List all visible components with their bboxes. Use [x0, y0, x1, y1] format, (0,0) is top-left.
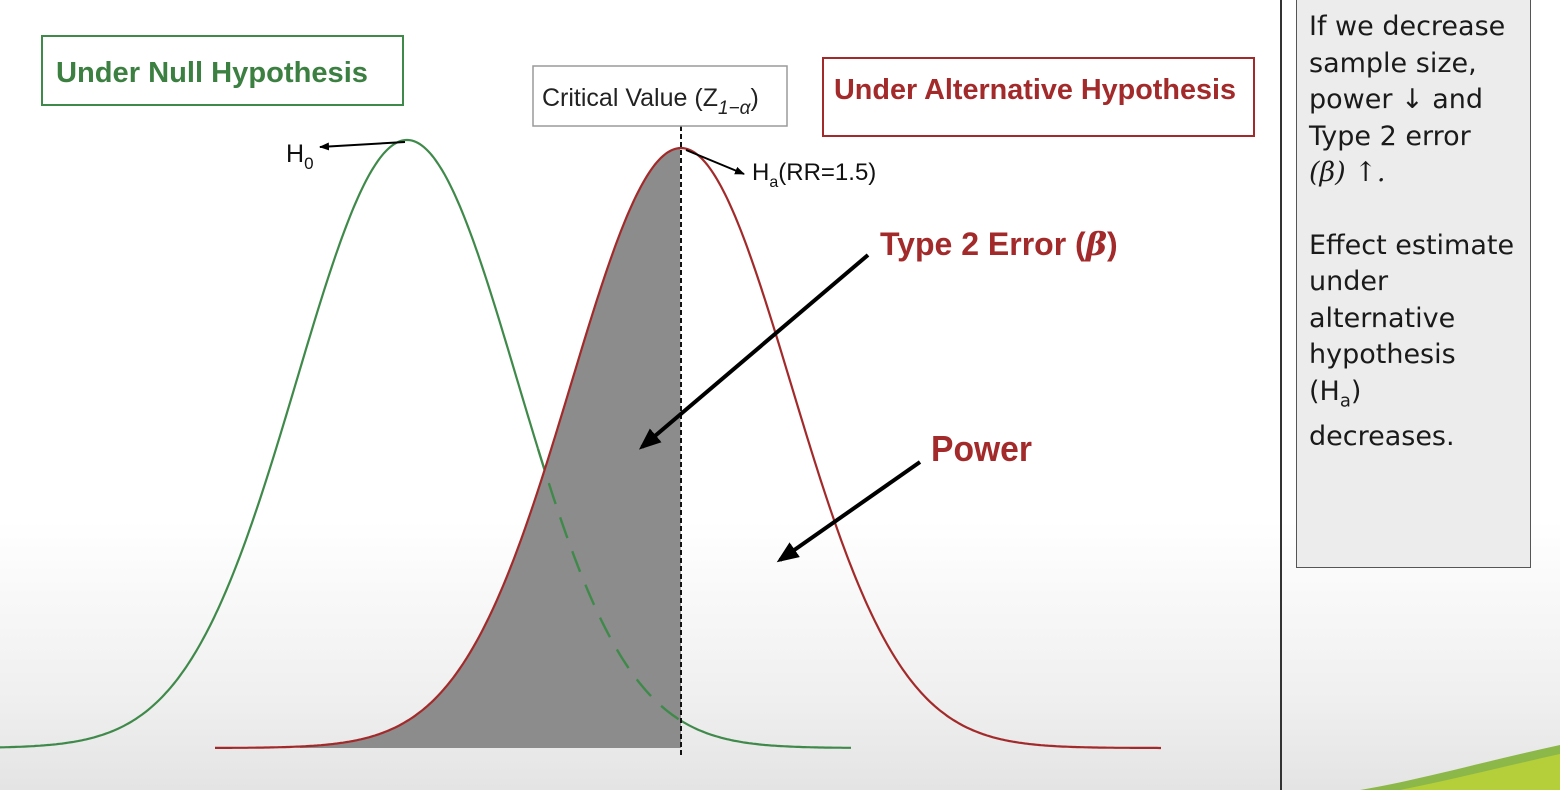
null-distribution-curve — [0, 138, 540, 749]
type-2-error-arrow — [638, 253, 870, 450]
null-hypothesis-label: Under Null Hypothesis — [56, 57, 368, 89]
type-2-error-region — [300, 148, 681, 748]
side-note-line: sample size, — [1309, 47, 1477, 79]
side-note-line: (β) ↑. — [1309, 157, 1386, 188]
panel-divider — [1280, 0, 1282, 790]
side-note-line: power ↓ and — [1309, 84, 1484, 115]
side-note-panel: If we decrease sample size, power ↓ and … — [1296, 0, 1531, 568]
side-note-line: alternative — [1309, 302, 1456, 334]
critical-value-box — [532, 65, 788, 127]
side-note-line: Type 2 error — [1309, 120, 1471, 152]
ha-label: Ha(RR=1.5) — [752, 159, 876, 191]
null-distribution-dashed-segment — [536, 448, 681, 722]
side-note-line: Effect estimate — [1309, 229, 1515, 261]
side-note-spacer — [1309, 192, 1530, 228]
alternative-distribution-curve — [215, 146, 1161, 750]
side-note-line: If we decrease — [1309, 11, 1506, 42]
h0-arrow — [319, 141, 406, 151]
power-label: Power — [931, 428, 1032, 469]
null-hypothesis-box — [41, 35, 404, 106]
power-arrow — [776, 460, 922, 563]
h0-label: H0 — [286, 140, 314, 173]
type-2-error-label: Type 2 Error (β) — [880, 225, 1118, 263]
side-note-line: decreases. — [1309, 421, 1455, 453]
side-note-line: (Ha) — [1309, 375, 1362, 411]
side-note-line: hypothesis — [1309, 339, 1456, 370]
ha-arrow — [685, 149, 745, 175]
critical-value-subscript: 1−α — [718, 98, 752, 119]
null-distribution-tail — [680, 719, 851, 749]
corner-decoration — [1360, 745, 1560, 790]
side-note-line: under — [1309, 266, 1389, 297]
alternative-hypothesis-label: Under Alternative Hypothesis — [834, 74, 1236, 106]
critical-value-label: Critical Value (Z1−α) — [542, 84, 759, 119]
alternative-hypothesis-box — [822, 57, 1255, 137]
